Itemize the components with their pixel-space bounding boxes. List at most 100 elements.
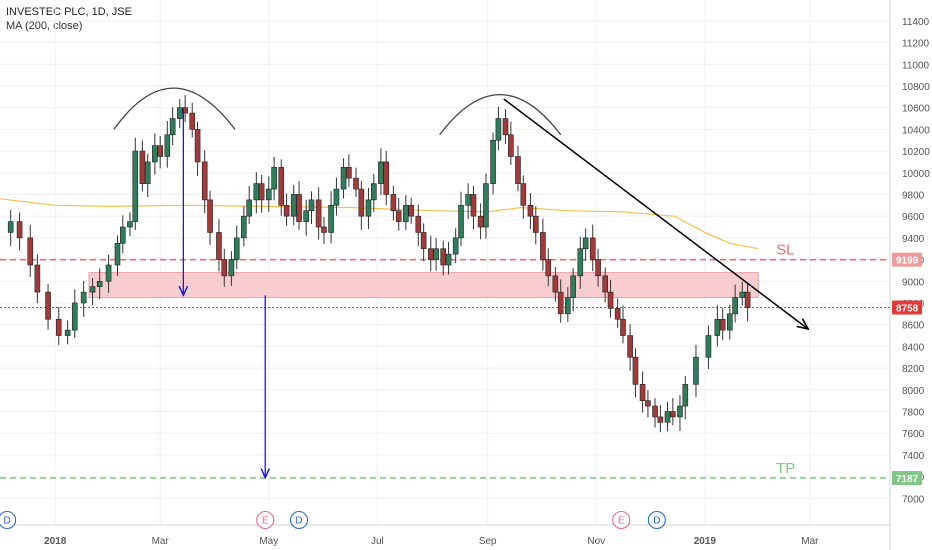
candle-body xyxy=(714,318,721,336)
symbol-title: INVESTEC PLC, 1D, JSE xyxy=(6,6,132,18)
price-tick-label: 7400 xyxy=(902,451,925,462)
candle-body xyxy=(353,177,359,190)
candle-body xyxy=(557,291,564,315)
candle-body xyxy=(589,237,596,260)
price-tick-label: 10600 xyxy=(902,104,930,115)
candle-body xyxy=(365,199,372,217)
candle-body xyxy=(705,335,712,358)
candle-body xyxy=(253,183,260,201)
candle-body xyxy=(390,194,397,212)
event-marker-letter: E xyxy=(262,516,269,527)
time-tick-label: Sep xyxy=(479,536,497,547)
candle-body xyxy=(120,226,126,244)
time-tick-label: May xyxy=(259,536,278,547)
price-tick-label: 9600 xyxy=(902,212,925,223)
price-tick-label: 8600 xyxy=(902,321,925,332)
candle-body xyxy=(207,199,213,233)
candle-body xyxy=(340,167,347,190)
price-tick-label: 10400 xyxy=(902,125,930,136)
candle-body xyxy=(308,199,315,212)
candle-body xyxy=(45,291,51,320)
candle-body xyxy=(744,291,751,308)
event-marker xyxy=(0,510,17,530)
candle-body xyxy=(89,286,96,293)
candle-body xyxy=(383,161,390,195)
candle-body xyxy=(189,112,196,130)
candle-body xyxy=(139,150,146,184)
time-tick-label: 2018 xyxy=(44,536,67,547)
price-tick-label: 9400 xyxy=(902,234,925,245)
shoulder-arc-1 xyxy=(113,87,236,130)
candle-body xyxy=(465,194,471,206)
level-label-sl: SL xyxy=(776,242,794,259)
event-marker-letter: D xyxy=(295,516,302,527)
candle-body xyxy=(321,226,327,233)
candle-body xyxy=(427,248,434,260)
price-tick-label: 8200 xyxy=(902,364,925,375)
chart-header: INVESTEC PLC, 1D, JSE MA (200, close) xyxy=(6,5,132,33)
resistance-zone xyxy=(88,272,759,299)
candle-body xyxy=(657,416,664,423)
candle-body xyxy=(677,405,683,418)
indicator-label: MA (200, close) xyxy=(6,20,83,32)
candle-body xyxy=(726,313,733,331)
event-marker xyxy=(647,510,666,530)
candle-body xyxy=(64,329,71,336)
time-tick-label: 2019 xyxy=(694,536,717,547)
candle-body xyxy=(55,318,62,336)
candle-body xyxy=(233,237,240,260)
candle-body xyxy=(271,167,277,190)
drawings-layer xyxy=(113,87,808,478)
candle-body xyxy=(452,237,459,255)
price-tick-label: 9000 xyxy=(902,277,925,288)
candle-body xyxy=(607,291,614,309)
price-tick-label: 10000 xyxy=(902,169,930,180)
price-tick-label: 10800 xyxy=(902,82,930,93)
price-label-text: 7187 xyxy=(896,474,919,485)
time-axis[interactable]: 2018 Mar May Jul Sep Nov 2019 Mar xyxy=(0,524,890,547)
candle-body xyxy=(570,275,576,298)
candle-body xyxy=(303,210,309,222)
candle-body xyxy=(114,242,121,266)
candle-body xyxy=(328,205,334,233)
candle-body xyxy=(80,291,87,304)
candle-body xyxy=(582,237,589,250)
candle-body xyxy=(164,134,171,157)
candle-body xyxy=(595,259,601,277)
candle-body xyxy=(408,205,414,217)
candle-body xyxy=(602,275,609,293)
candles-layer xyxy=(7,94,751,433)
price-tick-label: 11400 xyxy=(902,17,930,28)
price-tick-label: 11000 xyxy=(902,60,930,71)
candle-body xyxy=(194,129,201,163)
candle-body xyxy=(378,161,384,184)
candle-body xyxy=(96,280,103,288)
price-axis[interactable]: 7000720074007600780080008200840086008800… xyxy=(889,0,930,550)
candle-body xyxy=(645,400,651,407)
candle-body xyxy=(620,318,626,336)
candle-body xyxy=(105,264,112,282)
candle-body xyxy=(296,194,302,222)
candle-body xyxy=(420,232,427,250)
price-tick-label: 10200 xyxy=(902,147,930,158)
shoulder-arc-2 xyxy=(439,93,562,136)
candle-body xyxy=(241,215,247,239)
time-tick-label: Mar xyxy=(801,536,819,547)
candle-body xyxy=(290,194,297,217)
candle-body xyxy=(246,199,252,217)
price-tick-label: 7000 xyxy=(902,494,925,505)
candle-body xyxy=(333,188,340,206)
candle-body xyxy=(71,302,78,331)
price-tick-label: 8400 xyxy=(902,342,925,353)
event-marker xyxy=(612,510,631,530)
event-marker-letter: E xyxy=(618,516,625,527)
candle-body xyxy=(169,118,176,136)
candle-body xyxy=(403,205,409,222)
candle-body xyxy=(719,318,726,331)
candle-body xyxy=(315,199,322,228)
candle-body xyxy=(527,205,534,217)
candle-body xyxy=(221,259,228,277)
candle-body xyxy=(370,183,377,201)
candle-body xyxy=(693,356,699,385)
